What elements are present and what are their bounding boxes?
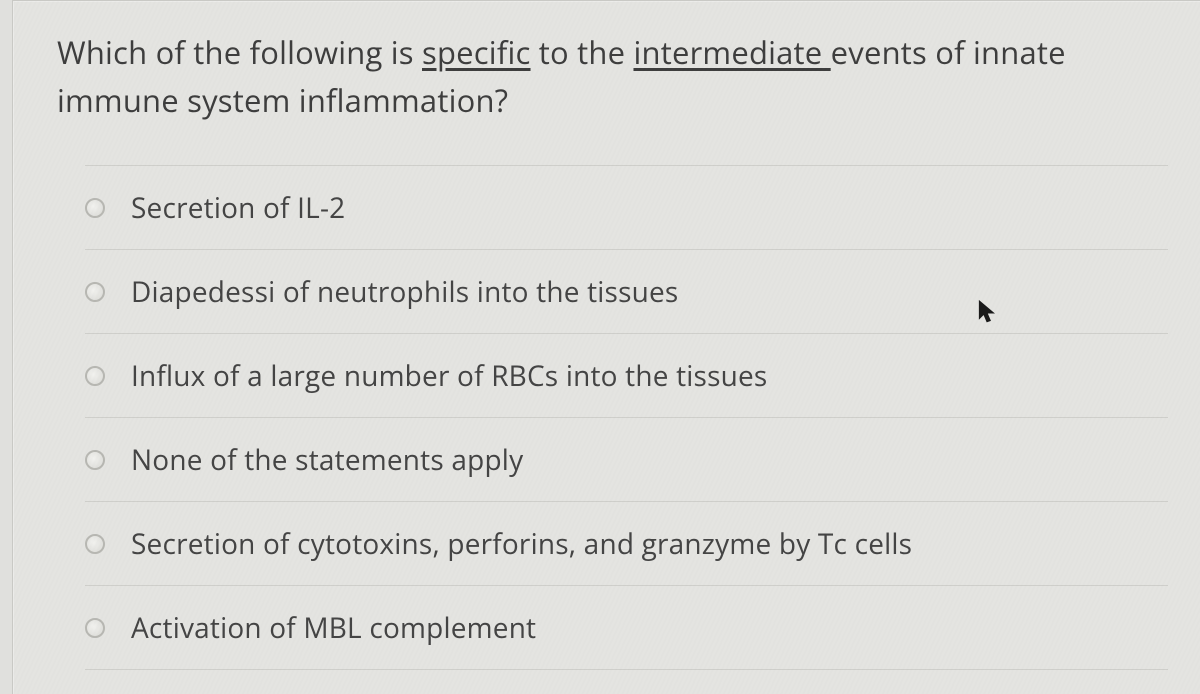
option-label: Secretion of IL-2 bbox=[131, 189, 345, 227]
option-row[interactable]: Activation of MBL complement bbox=[85, 585, 1168, 670]
option-row[interactable]: None of the statements apply bbox=[85, 417, 1168, 501]
question-text: Which of the following is specific to th… bbox=[57, 29, 1172, 125]
option-row[interactable]: Influx of a large number of RBCs into th… bbox=[85, 333, 1168, 417]
option-label: Diapedessi of neutrophils into the tissu… bbox=[131, 273, 678, 311]
question-part: to the bbox=[531, 32, 634, 74]
radio-icon[interactable] bbox=[85, 450, 105, 470]
question-panel: Which of the following is specific to th… bbox=[12, 0, 1200, 694]
radio-icon[interactable] bbox=[85, 366, 105, 386]
radio-icon[interactable] bbox=[85, 534, 105, 554]
option-label: Secretion of cytotoxins, perforins, and … bbox=[131, 525, 912, 563]
option-row[interactable]: Secretion of IL-2 bbox=[85, 165, 1168, 249]
option-row[interactable]: Secretion of cytotoxins, perforins, and … bbox=[85, 501, 1168, 585]
question-underline-specific: specific bbox=[422, 32, 531, 74]
option-label: None of the statements apply bbox=[131, 441, 523, 479]
question-underline-intermediate: intermediate bbox=[633, 32, 830, 74]
question-part: Which of the following is bbox=[57, 32, 422, 74]
radio-icon[interactable] bbox=[85, 618, 105, 638]
option-label: Influx of a large number of RBCs into th… bbox=[131, 357, 767, 395]
option-label: Activation of MBL complement bbox=[131, 609, 536, 647]
options-list: Secretion of IL-2 Diapedessi of neutroph… bbox=[85, 165, 1168, 670]
option-row[interactable]: Diapedessi of neutrophils into the tissu… bbox=[85, 249, 1168, 333]
radio-icon[interactable] bbox=[85, 198, 105, 218]
radio-icon[interactable] bbox=[85, 282, 105, 302]
